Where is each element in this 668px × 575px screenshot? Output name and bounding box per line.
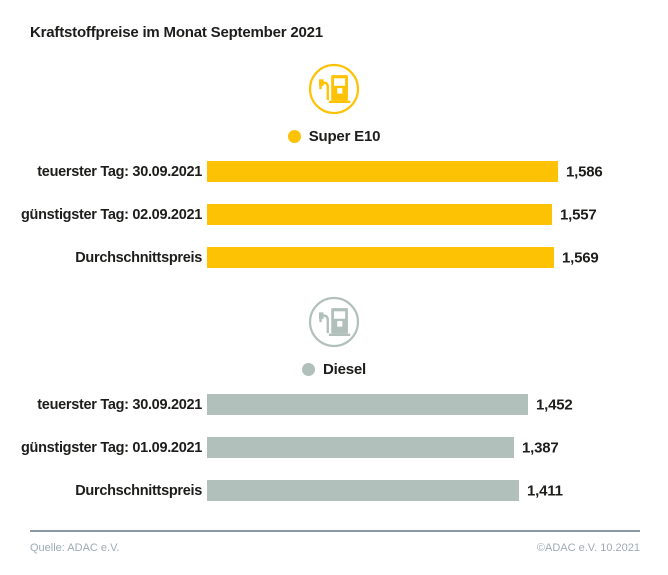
legend-diesel: Diesel	[0, 361, 668, 378]
page-title: Kraftstoffpreise im Monat September 2021	[30, 24, 323, 41]
legend-label: Diesel	[323, 361, 366, 378]
bar-label: Durchschnittspreis	[75, 249, 202, 266]
bar-value: 1,569	[562, 249, 599, 266]
footer-divider	[30, 530, 640, 532]
bar-row: Durchschnittspreis 1,411	[0, 480, 668, 501]
bar	[207, 480, 519, 501]
legend-label: Super E10	[308, 128, 381, 145]
bar	[207, 247, 554, 268]
bar-label: teuerster Tag: 30.09.2021	[37, 163, 202, 180]
bar-value: 1,557	[560, 206, 597, 223]
bar	[207, 161, 558, 182]
bar	[207, 204, 552, 225]
bar-row: teuerster Tag: 30.09.2021 1,452	[0, 394, 668, 415]
bar-group-super-e10: teuerster Tag: 30.09.2021 1,586 günstigste…	[0, 161, 668, 290]
bar-value: 1,387	[522, 439, 559, 456]
bar-value: 1,411	[527, 482, 563, 499]
section-diesel: Diesel teuerster Tag: 30.09.2021 1,452 gün…	[0, 296, 668, 501]
bar-value: 1,452	[536, 396, 573, 413]
legend-dot	[287, 130, 301, 143]
section-super-e10: Super E10 teuerster Tag: 30.09.2021 1,586…	[0, 63, 668, 268]
bar	[207, 437, 514, 458]
bar-label: Durchschnittspreis	[75, 482, 202, 499]
bar-value: 1,586	[566, 163, 603, 180]
bar-label: günstigster Tag: 01.09.2021	[20, 439, 202, 456]
fuel-pump-icon	[308, 296, 360, 348]
bar-label: günstigster Tag: 02.09.2021	[20, 206, 202, 223]
legend-super-e10: Super E10	[0, 128, 668, 145]
copyright-note: ©ADAC e.V. 10.2021	[536, 542, 640, 554]
bar-row: teuerster Tag: 30.09.2021 1,586	[0, 161, 668, 182]
bar-row: günstigster Tag: 01.09.2021 1,387	[0, 437, 668, 458]
fuel-pump-icon	[308, 63, 360, 115]
legend-dot	[302, 363, 315, 376]
bar-label: teuerster Tag: 30.09.2021	[37, 396, 202, 413]
bar-group-diesel: teuerster Tag: 30.09.2021 1,452 günstigste…	[0, 394, 668, 523]
bar-row: günstigster Tag: 02.09.2021 1,557	[0, 204, 668, 225]
bar	[207, 394, 528, 415]
source-note: Quelle: ADAC e.V.	[30, 542, 120, 554]
bar-row: Durchschnittspreis 1,569	[0, 247, 668, 268]
